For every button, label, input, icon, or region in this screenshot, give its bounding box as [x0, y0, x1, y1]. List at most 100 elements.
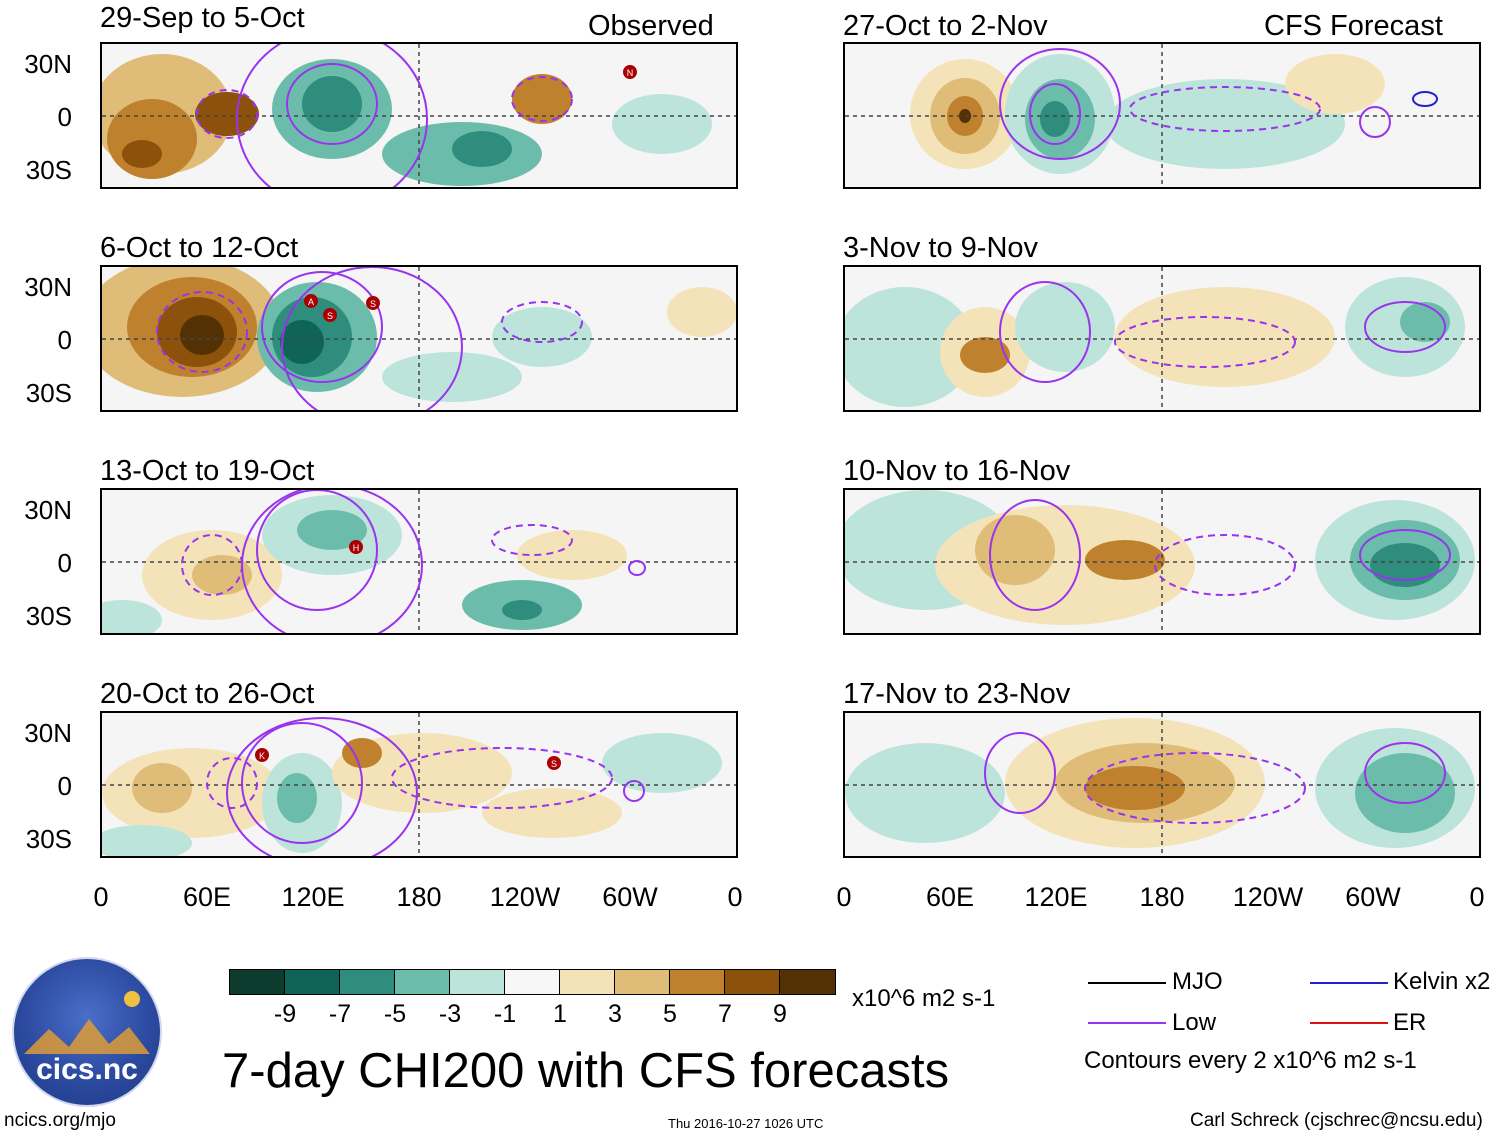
- map-panel-forecast-2: [843, 265, 1481, 412]
- storm-marker-3: S: [323, 308, 337, 322]
- map-panel-observed-2: [100, 265, 738, 412]
- map-svg: [102, 713, 736, 856]
- colorbar-swatch: [615, 970, 670, 994]
- colorbar-label: -1: [493, 1000, 517, 1028]
- colorbar-swatch: [450, 970, 505, 994]
- colorbar-label: -5: [383, 1000, 407, 1028]
- map-svg: [102, 267, 736, 410]
- lat-label-30n: 30N: [24, 718, 72, 748]
- lon-label: 180: [1139, 882, 1185, 912]
- panel-title-4: 20-Oct to 26-Oct: [100, 678, 315, 710]
- colorbar-units: x10^6 m2 s-1: [852, 985, 996, 1012]
- logo-art: [24, 991, 150, 1054]
- colorbar-label: 7: [718, 1000, 732, 1028]
- map-svg: [845, 490, 1479, 633]
- map-panel-observed-1: [100, 42, 738, 189]
- lon-label: 0: [93, 882, 109, 912]
- svg-text:K: K: [259, 751, 265, 761]
- lat-label-eq: 0: [57, 102, 72, 132]
- lon-label: 180: [396, 882, 442, 912]
- map-panel-observed-3: [100, 488, 738, 635]
- map-svg: [845, 44, 1479, 187]
- footer-url[interactable]: ncics.org/mjo: [4, 1110, 116, 1131]
- svg-text:N: N: [627, 68, 634, 78]
- storm-marker-1: N: [623, 65, 637, 79]
- lat-label-30s: 30S: [25, 824, 72, 854]
- lat-label-eq: 0: [57, 325, 72, 355]
- contour-interval-note: Contours every 2 x10^6 m2 s-1: [1084, 1047, 1417, 1074]
- colorbar-swatch: [505, 970, 560, 994]
- lon-label: 60W: [602, 882, 658, 912]
- cfs-forecast-label: CFS Forecast: [1264, 10, 1443, 42]
- storm-marker-5: H: [349, 540, 363, 554]
- lat-label-30n: 30N: [24, 49, 72, 79]
- colorbar-label: 1: [553, 1000, 567, 1028]
- lat-label-30s: 30S: [25, 155, 72, 185]
- legend-line-mjo: [1088, 982, 1166, 984]
- map-svg: [102, 44, 736, 187]
- storm-marker-6: K: [255, 748, 269, 762]
- legend-line-low: [1088, 1022, 1166, 1024]
- map-panel-forecast-3: [843, 488, 1481, 635]
- panel-title-3: 13-Oct to 19-Oct: [100, 455, 315, 487]
- colorbar-swatch: [780, 970, 835, 994]
- colorbar: [229, 969, 836, 995]
- colorbar-label: 9: [773, 1000, 787, 1028]
- colorbar-label: -9: [273, 1000, 297, 1028]
- legend-label-mjo: MJO: [1172, 968, 1223, 995]
- legend-line-er: [1310, 1022, 1388, 1024]
- colorbar-swatch: [340, 970, 395, 994]
- panel-title-2: 6-Oct to 12-Oct: [100, 232, 299, 264]
- map-svg: [845, 267, 1479, 410]
- map-svg: [845, 713, 1479, 856]
- panel-title-8: 17-Nov to 23-Nov: [843, 678, 1071, 710]
- storm-marker-7: S: [547, 756, 561, 770]
- lat-label-30s: 30S: [25, 378, 72, 408]
- svg-text:S: S: [370, 299, 376, 309]
- panel-title-5: 27-Oct to 2-Nov: [843, 10, 1048, 42]
- logo-text: cics.nc: [36, 1053, 138, 1086]
- lon-label: 60W: [1345, 882, 1401, 912]
- map-svg: [102, 490, 736, 633]
- footer-author: Carl Schreck (cjschrec@ncsu.edu): [1190, 1110, 1483, 1131]
- lat-label-30s: 30S: [25, 601, 72, 631]
- colorbar-label: 5: [663, 1000, 677, 1028]
- svg-text:H: H: [353, 543, 360, 553]
- legend-label-kelvin: Kelvin x2: [1393, 968, 1491, 995]
- svg-text:S: S: [551, 759, 557, 769]
- lon-label: 0: [1469, 882, 1485, 912]
- cics-logo: cics.nc: [12, 957, 162, 1107]
- storm-marker-2: A: [304, 294, 318, 308]
- legend-label-er: ER: [1393, 1009, 1427, 1036]
- lon-label: 120W: [1232, 882, 1304, 912]
- colorbar-swatch: [395, 970, 450, 994]
- map-panel-observed-4: [100, 711, 738, 858]
- lon-label: 0: [727, 882, 743, 912]
- legend-label-low: Low: [1172, 1009, 1217, 1036]
- panel-title-1: 29-Sep to 5-Oct: [100, 2, 305, 34]
- colorbar-swatch: [560, 970, 615, 994]
- observed-label: Observed: [588, 10, 714, 42]
- colorbar-label: -7: [328, 1000, 352, 1028]
- panel-title-6: 3-Nov to 9-Nov: [843, 232, 1039, 264]
- lat-label-30n: 30N: [24, 272, 72, 302]
- lon-label: 120E: [281, 882, 345, 912]
- lat-label-eq: 0: [57, 548, 72, 578]
- colorbar-label: 3: [608, 1000, 622, 1028]
- footer-timestamp: Thu 2016-10-27 1026 UTC: [668, 1116, 824, 1131]
- lon-label: 120E: [1024, 882, 1088, 912]
- svg-text:S: S: [327, 311, 333, 321]
- lon-label: 0: [836, 882, 852, 912]
- colorbar-label: -3: [438, 1000, 462, 1028]
- lon-label: 60E: [182, 882, 232, 912]
- lat-label-30n: 30N: [24, 495, 72, 525]
- map-panel-forecast-4: [843, 711, 1481, 858]
- legend-line-kelvin: [1310, 982, 1388, 984]
- lon-label: 60E: [925, 882, 975, 912]
- lat-label-eq: 0: [57, 771, 72, 801]
- main-title: 7-day CHI200 with CFS forecasts: [222, 1044, 950, 1098]
- colorbar-swatch: [285, 970, 340, 994]
- storm-marker-4: S: [366, 296, 380, 310]
- map-panel-forecast-1: [843, 42, 1481, 189]
